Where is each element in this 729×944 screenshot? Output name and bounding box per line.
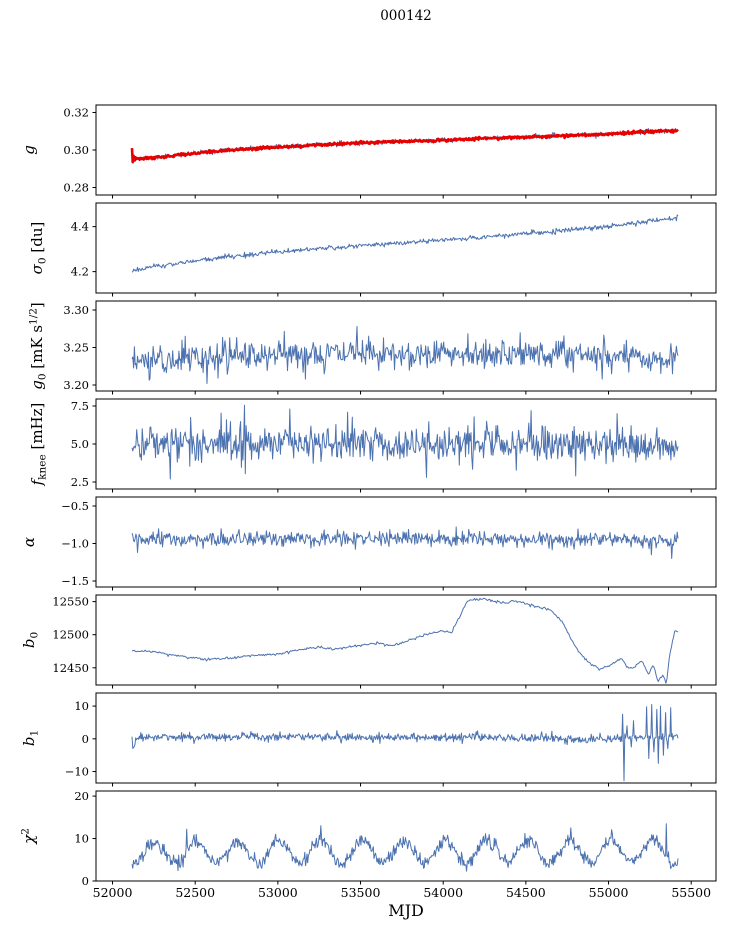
svg-text:−10: −10 [65, 765, 89, 779]
panel-series-alpha [131, 526, 679, 559]
svg-text:53500: 53500 [341, 885, 381, 900]
svg-text:5.0: 5.0 [71, 437, 89, 451]
panel-frame-g [95, 104, 717, 196]
panel-frame-alpha [95, 496, 717, 588]
series-fknee-data [131, 404, 679, 480]
y-axis-label-b1: b1 [20, 730, 41, 746]
svg-text:20: 20 [74, 789, 89, 803]
series-b1-data [131, 704, 679, 782]
x-ticks-b0 [112, 685, 692, 689]
y-axis-label-g0: g0 [mK s1/2] [28, 302, 49, 390]
panel-chi2: 0 10 20 52000 52500 53000 53500 54000 54500 55000… [20, 789, 717, 900]
series-sigma0-data [131, 214, 679, 273]
x-ticks-g [112, 195, 692, 199]
y-ticks-b1: −10 0 10 [65, 699, 96, 779]
panel-frame-g0 [95, 300, 717, 392]
x-ticks-sigma0 [112, 293, 692, 297]
series-g0-data [131, 326, 679, 384]
y-ticks-chi2: 0 10 20 [74, 789, 96, 888]
panel-series-b0 [131, 597, 679, 684]
x-ticks-fknee [112, 489, 692, 493]
panel-frame-sigma0 [95, 202, 717, 294]
figure-title: 000142 [380, 8, 432, 24]
svg-text:55000: 55000 [589, 885, 629, 900]
series-alpha-data [131, 526, 679, 559]
x-ticks-chi2: 52000 52500 53000 53500 54000 54500 55000 55500 [93, 881, 711, 900]
x-ticks-b1 [112, 783, 692, 787]
panel-b0: 12450 12500 12550 b0 [20, 594, 717, 689]
panel-series-sigma0 [131, 214, 679, 273]
svg-text:4.2: 4.2 [71, 265, 89, 279]
series-b0-data [131, 597, 679, 684]
svg-text:12550: 12550 [52, 595, 89, 609]
svg-text:0.30: 0.30 [63, 143, 89, 157]
svg-text:10: 10 [74, 699, 89, 713]
svg-text:3.20: 3.20 [63, 378, 89, 392]
panel-series-g [130, 127, 679, 164]
panel-alpha: −1.5 −1.0 −0.5 α [20, 496, 717, 591]
panel-g0: 3.20 3.25 3.30 g0 [mK s1/2] [28, 300, 717, 395]
svg-text:0.32: 0.32 [63, 106, 89, 120]
panel-series-g0 [131, 326, 679, 384]
svg-text:2.5: 2.5 [71, 475, 89, 489]
svg-text:54500: 54500 [506, 885, 546, 900]
svg-text:0.28: 0.28 [63, 181, 89, 195]
svg-text:12450: 12450 [52, 661, 89, 675]
svg-text:55500: 55500 [671, 885, 711, 900]
y-axis-label-fknee: fknee [mHz] [28, 403, 49, 487]
series-chi2-data [131, 823, 679, 872]
svg-text:52000: 52000 [93, 885, 133, 900]
svg-text:53000: 53000 [258, 885, 298, 900]
panel-sigma0: 4.2 4.4 σ0 [du] [28, 202, 717, 297]
svg-text:4.4: 4.4 [71, 220, 89, 234]
panel-frame-chi2 [95, 790, 717, 882]
svg-text:3.30: 3.30 [63, 303, 89, 317]
panel-series-fknee [131, 404, 679, 480]
x-ticks-alpha [112, 587, 692, 591]
panel-frame-b1 [95, 692, 717, 784]
panel-series-chi2 [131, 823, 679, 872]
svg-text:54000: 54000 [423, 885, 463, 900]
y-axis-label-g: g [20, 145, 38, 155]
svg-text:52500: 52500 [175, 885, 215, 900]
svg-text:0: 0 [82, 732, 89, 746]
x-ticks-g0 [112, 391, 692, 395]
y-axis-label-alpha: α [20, 537, 38, 547]
y-axis-label-sigma0: σ0 [du] [28, 222, 49, 275]
svg-text:12500: 12500 [52, 628, 89, 642]
svg-text:−1.5: −1.5 [61, 574, 89, 588]
svg-text:3.25: 3.25 [63, 341, 89, 355]
x-axis-label: MJD [388, 901, 424, 920]
series-g-fit [130, 128, 679, 164]
panel-b1: −10 0 10 b1 [20, 692, 717, 787]
y-axis-label-chi2: χ2 [20, 828, 39, 845]
y-ticks-g: 0.28 0.30 0.32 [63, 106, 96, 195]
svg-text:10: 10 [74, 832, 89, 846]
svg-text:−1.0: −1.0 [61, 537, 89, 551]
panel-g: 0.28 0.30 0.32 g [20, 104, 717, 199]
y-ticks-b0: 12450 12500 12550 [52, 595, 96, 675]
y-ticks-g0: 3.20 3.25 3.30 [63, 303, 96, 392]
panel-series-b1 [131, 704, 679, 782]
y-ticks-alpha: −1.5 −1.0 −0.5 [61, 499, 96, 588]
svg-text:−0.5: −0.5 [61, 499, 89, 513]
y-ticks-sigma0: 4.2 4.4 [71, 220, 96, 279]
y-axis-label-b0: b0 [20, 632, 41, 648]
svg-text:7.5: 7.5 [71, 399, 89, 413]
svg-text:0: 0 [82, 874, 89, 888]
panel-frame-b0 [95, 594, 717, 686]
y-ticks-fknee: 2.5 5.0 7.5 [71, 399, 96, 489]
panel-fknee: 2.5 5.0 7.5 fknee [mHz] [28, 398, 717, 493]
